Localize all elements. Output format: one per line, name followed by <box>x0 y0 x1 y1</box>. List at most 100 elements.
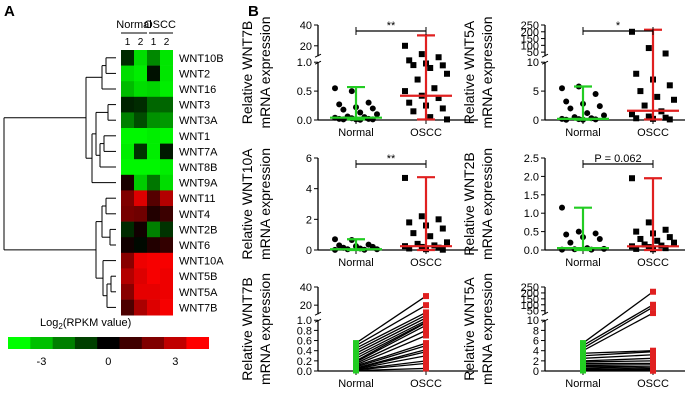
x-tick-label: Normal <box>338 127 373 139</box>
data-point-oscc <box>654 237 661 244</box>
data-point-oscc <box>633 70 640 77</box>
heatmap-cell <box>160 206 173 222</box>
heatmap-cell <box>147 190 160 207</box>
y-tick-label: 50 <box>527 306 539 318</box>
paired-line <box>355 334 427 366</box>
paired-line <box>582 366 654 370</box>
y-axis-label: mRNA expression <box>479 16 495 128</box>
data-point-oscc <box>637 88 644 95</box>
colorbar-tick-label: 0 <box>105 356 111 368</box>
y-tick-label: 50 <box>527 47 539 59</box>
y-tick-label: 0 <box>306 245 312 257</box>
colorbar-tick-label: -3 <box>37 356 47 368</box>
y-tick-label: 0 <box>533 366 539 378</box>
y-axis-label: Relative WNT5A <box>461 20 477 124</box>
heatmap-gene-label: WNT2 <box>179 68 210 80</box>
data-point-normal <box>563 231 570 238</box>
y-axis-label: mRNA expression <box>257 16 273 128</box>
paired-point-oscc <box>650 348 656 355</box>
x-tick-label: OSCC <box>410 127 442 139</box>
data-point-oscc <box>406 219 413 226</box>
paired-point-normal <box>580 367 586 374</box>
paired-point-oscc <box>423 360 429 367</box>
data-point-oscc <box>406 57 413 64</box>
colorbar-swatch <box>52 337 76 349</box>
y-axis-label: mRNA expression <box>479 273 495 385</box>
paired-point-oscc <box>423 322 429 329</box>
data-point-oscc <box>671 96 677 103</box>
heatmap-cell <box>160 252 173 269</box>
paired-point-oscc <box>650 310 656 317</box>
heatmap-sample-label: 2 <box>164 37 170 48</box>
heatmap-cell <box>147 252 160 269</box>
y-tick-label: 10 <box>527 57 539 69</box>
paired-point-oscc <box>423 365 429 372</box>
heatmap-cell <box>134 206 147 222</box>
data-point-oscc <box>637 235 644 242</box>
x-tick-label: Normal <box>338 378 373 390</box>
chart-panel-2: 0 2 4 6 Normal OSCC Relative WNT10A mRNA expres… <box>239 148 478 269</box>
data-point-oscc <box>414 76 421 83</box>
y-tick-label: 2.5 <box>524 153 539 165</box>
data-point-normal <box>592 90 599 97</box>
heatmap-cell <box>160 112 173 129</box>
data-point-oscc <box>641 241 648 248</box>
heatmap-group-normal: Normal <box>116 19 151 31</box>
data-point-oscc <box>414 240 421 247</box>
heatmap-cell <box>160 128 173 144</box>
data-point-normal <box>601 112 607 119</box>
heatmap-cell <box>147 96 160 113</box>
data-point-normal <box>584 110 591 117</box>
paired-line <box>582 350 654 354</box>
colorbar-swatch <box>97 337 120 349</box>
y-axis-label: mRNA expression <box>257 148 273 260</box>
data-point-oscc <box>435 244 442 251</box>
heatmap-cell <box>121 174 134 191</box>
paired-line <box>582 354 654 359</box>
colorbar-tick-label: 3 <box>172 356 178 368</box>
y-tick-label: 40 <box>300 282 312 294</box>
data-point-oscc <box>406 245 413 252</box>
y-axis-label: mRNA expression <box>257 273 273 385</box>
x-tick-label: Normal <box>565 378 600 390</box>
heatmap-gene-label: WNT10A <box>179 256 224 268</box>
data-point-oscc <box>662 50 669 57</box>
data-point-normal <box>567 239 574 246</box>
colorbar-swatch <box>141 337 165 349</box>
heatmap-cell <box>160 50 173 66</box>
axis-break-mark <box>541 53 549 58</box>
heatmap-cell <box>160 268 173 285</box>
data-point-oscc <box>662 245 669 252</box>
y-tick-label: 2 <box>533 356 539 368</box>
data-point-normal <box>596 235 603 242</box>
paired-line <box>582 291 654 344</box>
heatmap-gene-label: WNT10B <box>179 53 224 65</box>
colorbar-swatch <box>74 337 98 349</box>
chart-panel-4: 0.00.20.40.60.81.0 20 40 Normal OSCC Relative… <box>239 273 478 390</box>
paired-line <box>355 321 427 359</box>
y-tick-label: 1.0 <box>297 315 312 327</box>
data-point-oscc <box>633 115 640 122</box>
heatmap-cell <box>134 50 147 66</box>
y-tick-label: 2.0 <box>524 171 539 183</box>
paired-line <box>355 324 427 363</box>
data-point-oscc <box>645 45 652 52</box>
heatmap-gene-label: WNT4 <box>179 209 210 221</box>
heatmap-cell <box>160 96 173 113</box>
y-tick-label: 0.4 <box>297 346 312 358</box>
y-tick-label: 0.5 <box>297 86 312 98</box>
heatmap-gene-label: WNT3A <box>179 115 218 127</box>
heatmap-cell <box>121 252 134 269</box>
heatmap-cell <box>147 81 160 98</box>
heatmap-gene-label: WNT7A <box>179 146 218 158</box>
y-tick-label: 20 <box>300 300 312 312</box>
heatmap-cell <box>134 299 147 316</box>
data-point-oscc <box>427 233 434 240</box>
paired-line <box>582 360 654 363</box>
data-point-oscc <box>629 28 635 35</box>
y-tick-label: 40 <box>300 20 312 32</box>
data-point-oscc <box>418 213 425 220</box>
